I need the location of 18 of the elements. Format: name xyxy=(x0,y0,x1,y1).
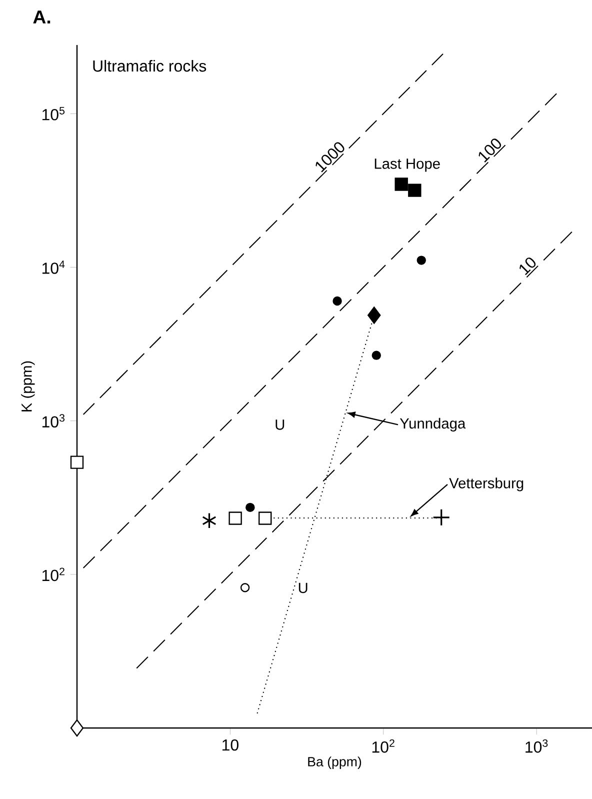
y-tick-label: 10$^{4}$ xyxy=(42,260,65,274)
x-tick-label: 10 xyxy=(222,739,238,751)
x-tick-label: 10$^{3}$ xyxy=(526,739,548,753)
annotation: Yunndaga xyxy=(400,418,466,432)
y-axis-title: K (ppm) xyxy=(21,361,35,412)
text: 10 xyxy=(520,258,536,276)
annotation: Last Hope xyxy=(374,158,440,172)
text: 100 xyxy=(478,138,502,162)
chart-title: A. xyxy=(33,10,50,24)
text: Ultramafic rocks xyxy=(93,60,206,72)
y-tick-label: 10$^{5}$ xyxy=(42,107,65,120)
y-tick-label: 10$^{3}$ xyxy=(42,414,64,428)
annotation: U xyxy=(276,420,284,430)
x-axis-title: Ba (ppm) xyxy=(308,756,362,770)
y-tick-label: 10$^{2}$ xyxy=(42,568,64,582)
x-tick-label: 10$^{2}$ xyxy=(372,739,394,753)
annotation: Vettersburg xyxy=(449,478,524,492)
annotation: U xyxy=(298,582,308,594)
